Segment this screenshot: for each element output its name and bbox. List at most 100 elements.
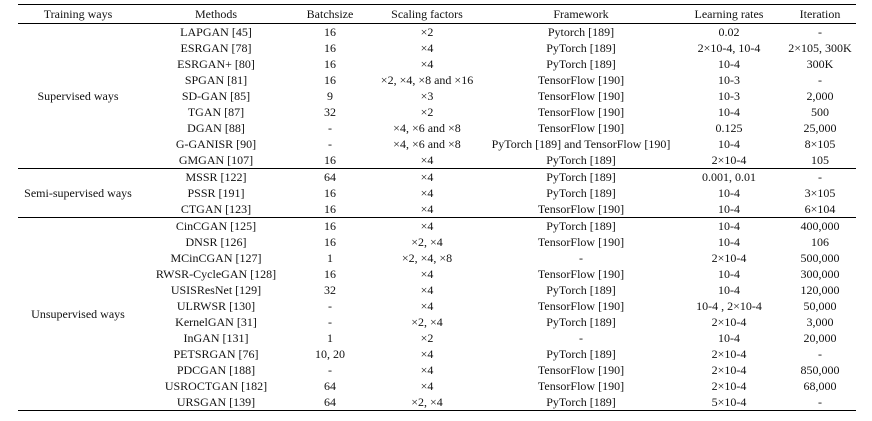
method-cell: GMGAN [107] [178, 153, 254, 167]
training-way-cell: Semi-supervised ways [24, 186, 132, 200]
iteration-cell: 3,000 [806, 315, 834, 329]
scaling-factors-cell: ×4 [420, 267, 434, 281]
table-row: SD-GAN [85] 9 ×3 TensorFlow [190] 10-3 2,000 [18, 88, 856, 104]
batchsize-cell: 16 [324, 219, 336, 233]
header-iteration: Iteration [799, 7, 841, 21]
learning-rate-cell: 2×10-4 [711, 153, 747, 167]
table-row: Supervised ways LAPGAN [45] 16 ×2 Pytorch [1… [18, 24, 856, 103]
batchsize-cell: 1 [327, 251, 333, 265]
learning-rate-cell: 10-4 [718, 219, 740, 233]
batchsize-cell: - [328, 299, 332, 313]
iteration-cell: - [818, 25, 822, 39]
batchsize-cell: 16 [324, 25, 336, 39]
header-learning-rates: Learning rates [694, 7, 764, 21]
learning-rate-cell: 10-4 [718, 283, 740, 297]
method-cell: MSSR [122] [185, 170, 247, 184]
scaling-factors-cell: ×2 [420, 331, 434, 345]
scaling-factors-cell: ×4 [420, 299, 434, 313]
table-row: DNSR [126] 16 ×2, ×4 TensorFlow [190] 10-4 10… [18, 234, 856, 250]
iteration-cell: - [818, 347, 822, 361]
table-row: CTGAN [123] 16 ×4 TensorFlow [190] 10-4 6×104 [18, 201, 856, 218]
framework-cell: PyTorch [189] [546, 315, 616, 329]
learning-rate-cell: 0.001, 0.01 [702, 170, 756, 184]
learning-rate-cell: 10-4 [718, 235, 740, 249]
method-cell: PDCGAN [188] [176, 363, 256, 377]
learning-rate-cell: 10-4 [718, 57, 740, 71]
method-cell: URSGAN [139] [176, 395, 256, 409]
table-row: ULRWSR [130] - ×4 TensorFlow [190] 10-4 , 2×… [18, 298, 856, 314]
table-row: PDCGAN [188] - ×4 TensorFlow [190] 2×10-4 850… [18, 362, 856, 378]
scaling-factors-cell: ×2 [420, 105, 434, 119]
method-cell: SPGAN [81] [184, 73, 248, 87]
batchsize-cell: 16 [324, 41, 336, 55]
table-row: USROCTGAN [182] 64 ×4 TensorFlow [190] 2×10-… [18, 378, 856, 394]
iteration-cell: 120,000 [800, 283, 840, 297]
table-row: ESRGAN [78] 16 ×4 PyTorch [189] 2×10-4, 10-4… [18, 40, 856, 56]
iteration-cell: 50,000 [803, 299, 837, 313]
batchsize-cell: 32 [324, 105, 336, 119]
method-cell: DGAN [88] [187, 121, 245, 135]
iteration-cell: 500,000 [800, 251, 840, 265]
learning-rate-cell: 0.02 [718, 25, 740, 39]
scaling-factors-cell: ×4 [420, 219, 434, 233]
framework-cell: PyTorch [189] and TensorFlow [190] [491, 137, 671, 151]
batchsize-cell: - [328, 137, 332, 151]
method-cell: PETSRGAN [76] [173, 347, 259, 361]
method-cell: SD-GAN [85] [181, 89, 251, 103]
iteration-cell: 106 [811, 235, 829, 249]
scaling-factors-cell: ×2, ×4, ×8 [401, 251, 453, 265]
framework-cell: TensorFlow [190] [537, 73, 625, 87]
table-header-row: Training ways Methods Batchsize Scaling … [18, 4, 856, 24]
framework-cell: - [579, 331, 583, 345]
framework-cell: TensorFlow [190] [537, 89, 625, 103]
scaling-factors-cell: ×4 [420, 363, 434, 377]
batchsize-cell: 16 [324, 267, 336, 281]
scaling-factors-cell: ×4 [420, 347, 434, 361]
learning-rate-cell: 10-4 , 2×10-4 [696, 299, 762, 313]
method-cell: InGAN [131] [183, 331, 249, 345]
table-row: TGAN [87] 32 ×2 TensorFlow [190] 10-4 500 [18, 104, 856, 120]
training-way-cell: Supervised ways [37, 89, 119, 103]
batchsize-cell: 64 [324, 395, 336, 409]
learning-rate-cell: 10-3 [718, 73, 740, 87]
framework-cell: PyTorch [189] [546, 170, 616, 184]
table-row: PETSRGAN [76] 10, 20 ×4 PyTorch [189] 2×10-4… [18, 346, 856, 362]
scaling-factors-cell: ×2, ×4 [411, 315, 443, 329]
batchsize-cell: 16 [324, 235, 336, 249]
table-row: ESRGAN+ [80] 16 ×4 PyTorch [189] 10-4 300K [18, 56, 856, 72]
table-group: Supervised ways LAPGAN [45] 16 ×2 Pytorch [1… [18, 24, 856, 169]
method-cell: KernelGAN [31] [175, 315, 257, 329]
framework-cell: PyTorch [189] [546, 41, 616, 55]
learning-rate-cell: 2×10-4 [711, 315, 747, 329]
batchsize-cell: - [328, 121, 332, 135]
method-cell: TGAN [87] [187, 105, 245, 119]
iteration-cell: - [818, 170, 822, 184]
method-cell: ESRGAN [78] [180, 41, 252, 55]
header-training-ways: Training ways [43, 7, 113, 21]
scaling-factors-cell: ×4 [420, 57, 434, 71]
framework-cell: TensorFlow [190] [537, 379, 625, 393]
table-row: KernelGAN [31] - ×2, ×4 PyTorch [189] 2×10-4… [18, 314, 856, 330]
learning-rate-cell: 10-4 [718, 202, 740, 216]
table-group: Semi-supervised ways MSSR [122] 64 ×4 PyTorc… [18, 169, 856, 218]
batchsize-cell: 64 [324, 170, 336, 184]
iteration-cell: 25,000 [803, 121, 837, 135]
framework-cell: PyTorch [189] [546, 57, 616, 71]
framework-cell: PyTorch [189] [546, 283, 616, 297]
learning-rate-cell: 2×10-4 [711, 251, 747, 265]
batchsize-cell: 1 [327, 331, 333, 345]
table-row: RWSR-CycleGAN [128] 16 ×4 TensorFlow [190] 1… [18, 266, 856, 282]
iteration-cell: - [818, 395, 822, 409]
scaling-factors-cell: ×2, ×4, ×8 and ×16 [380, 73, 474, 87]
header-scaling-factors: Scaling factors [391, 7, 463, 21]
framework-cell: PyTorch [189] [546, 395, 616, 409]
header-batchsize: Batchsize [306, 7, 354, 21]
iteration-cell: 2,000 [806, 89, 834, 103]
iteration-cell: 300K [806, 57, 834, 71]
iteration-cell: 2×105, 300K [788, 41, 852, 55]
batchsize-cell: 16 [324, 73, 336, 87]
table-row: Unsupervised ways CinCGAN [125] 16 ×4 PyTorc… [18, 218, 856, 321]
iteration-cell: 68,000 [803, 379, 837, 393]
table-row: InGAN [131] 1 ×2 - 10-4 20,000 [18, 330, 856, 346]
iteration-cell: 6×104 [804, 202, 836, 216]
